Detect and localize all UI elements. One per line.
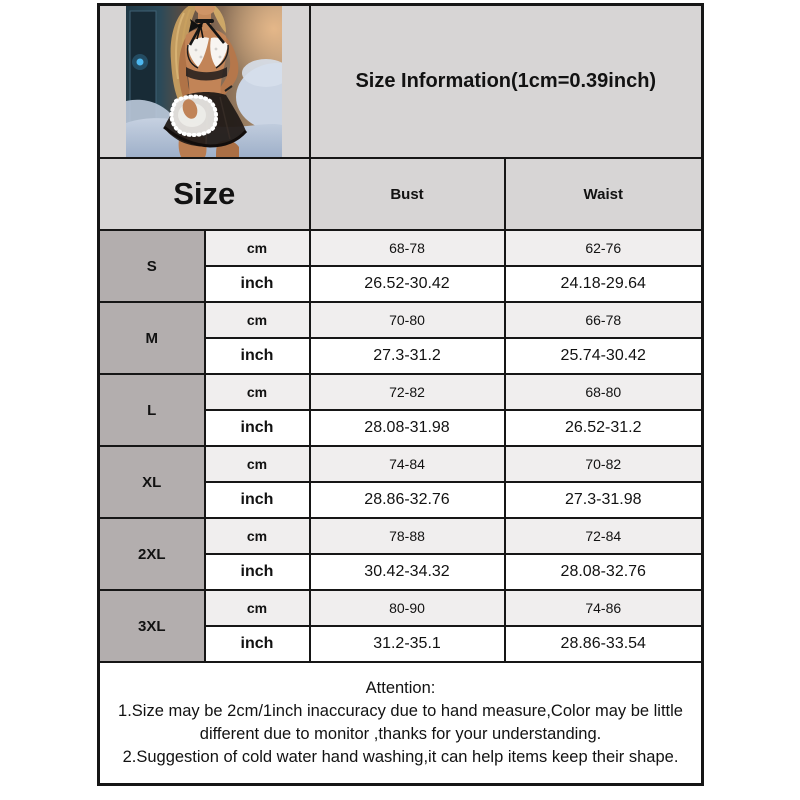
waist-inch-value: 28.86-33.54 bbox=[503, 625, 704, 663]
waist-cm-value: 66-78 bbox=[503, 301, 704, 339]
table-row-xl-cm: XL cm 74-84 70-82 bbox=[97, 445, 704, 519]
size-label-m: M bbox=[97, 301, 206, 375]
size-information-title: Size Information(1cm=0.39inch) bbox=[308, 3, 704, 159]
unit-label-cm: cm bbox=[203, 589, 311, 627]
unit-label-cm: cm bbox=[203, 229, 311, 267]
unit-label-inch: inch bbox=[203, 553, 311, 591]
top-section: Size Information(1cm=0.39inch) bbox=[97, 3, 704, 159]
attention-line-1: 1.Size may be 2cm/1inch inaccuracy due t… bbox=[118, 701, 683, 743]
table-row-xl-inch: inch 28.86-32.76 27.3-31.98 bbox=[99, 481, 704, 519]
waist-cm-value: 72-84 bbox=[503, 517, 704, 555]
waist-cm-value: 74-86 bbox=[503, 589, 704, 627]
table-row-m-inch: inch 27.3-31.2 25.74-30.42 bbox=[99, 337, 704, 375]
product-photo-cell bbox=[97, 3, 311, 159]
attention-note: Attention: 1.Size may be 2cm/1inch inacc… bbox=[97, 661, 704, 785]
table-row-s-cm: S cm 68-78 62-76 bbox=[97, 229, 704, 303]
waist-inch-value: 26.52-31.2 bbox=[503, 409, 704, 447]
column-header-bust: Bust bbox=[308, 157, 506, 231]
table-row-m-cm: M cm 70-80 66-78 bbox=[97, 301, 704, 375]
size-label-s: S bbox=[97, 229, 206, 303]
bust-cm-value: 78-88 bbox=[308, 517, 506, 555]
unit-label-cm: cm bbox=[203, 373, 311, 411]
bust-inch-value: 30.42-34.32 bbox=[308, 553, 506, 591]
size-label-l: L bbox=[97, 373, 206, 447]
size-label-3xl: 3XL bbox=[97, 589, 206, 663]
bust-cm-value: 80-90 bbox=[308, 589, 506, 627]
unit-label-inch: inch bbox=[203, 481, 311, 519]
product-photo bbox=[126, 6, 283, 157]
column-header-row: Size Bust Waist bbox=[97, 157, 704, 231]
bust-inch-value: 28.08-31.98 bbox=[308, 409, 506, 447]
unit-label-inch: inch bbox=[203, 625, 311, 663]
table-row-3xl-inch: inch 31.2-35.1 28.86-33.54 bbox=[99, 625, 704, 663]
table-row-s-inch: inch 26.52-30.42 24.18-29.64 bbox=[99, 265, 704, 303]
waist-cm-value: 70-82 bbox=[503, 445, 704, 483]
attention-heading: Attention: bbox=[365, 679, 436, 698]
size-label-xl: XL bbox=[97, 445, 206, 519]
bust-cm-value: 72-82 bbox=[308, 373, 506, 411]
column-header-size: Size bbox=[97, 157, 311, 231]
unit-label-cm: cm bbox=[203, 517, 311, 555]
attention-line-2: 2.Suggestion of cold water hand washing,… bbox=[122, 747, 679, 766]
bust-cm-value: 70-80 bbox=[308, 301, 506, 339]
column-header-waist: Waist bbox=[503, 157, 704, 231]
bust-inch-value: 31.2-35.1 bbox=[308, 625, 506, 663]
bust-cm-value: 68-78 bbox=[308, 229, 506, 267]
bust-inch-value: 28.86-32.76 bbox=[308, 481, 506, 519]
unit-label-cm: cm bbox=[203, 301, 311, 339]
waist-inch-value: 27.3-31.98 bbox=[503, 481, 704, 519]
unit-label-inch: inch bbox=[203, 265, 311, 303]
table-row-2xl-cm: 2XL cm 78-88 72-84 bbox=[97, 517, 704, 591]
table-row-2xl-inch: inch 30.42-34.32 28.08-32.76 bbox=[99, 553, 704, 591]
waist-inch-value: 24.18-29.64 bbox=[503, 265, 704, 303]
table-row-3xl-cm: 3XL cm 80-90 74-86 bbox=[97, 589, 704, 663]
unit-label-inch: inch bbox=[203, 337, 311, 375]
bust-inch-value: 27.3-31.2 bbox=[308, 337, 506, 375]
table-row-l-cm: L cm 72-82 68-80 bbox=[97, 373, 704, 447]
waist-cm-value: 68-80 bbox=[503, 373, 704, 411]
table-row-l-inch: inch 28.08-31.98 26.52-31.2 bbox=[99, 409, 704, 447]
bust-inch-value: 26.52-30.42 bbox=[308, 265, 506, 303]
bust-cm-value: 74-84 bbox=[308, 445, 506, 483]
size-chart-sheet: Size Information(1cm=0.39inch) Size Bust… bbox=[97, 3, 705, 786]
size-chart-table: Size Information(1cm=0.39inch) Size Bust… bbox=[97, 3, 705, 786]
attention-row: Attention: 1.Size may be 2cm/1inch inacc… bbox=[97, 661, 704, 785]
waist-inch-value: 28.08-32.76 bbox=[503, 553, 704, 591]
size-label-2xl: 2XL bbox=[97, 517, 206, 591]
unit-label-cm: cm bbox=[203, 445, 311, 483]
waist-inch-value: 25.74-30.42 bbox=[503, 337, 704, 375]
waist-cm-value: 62-76 bbox=[503, 229, 704, 267]
unit-label-inch: inch bbox=[203, 409, 311, 447]
